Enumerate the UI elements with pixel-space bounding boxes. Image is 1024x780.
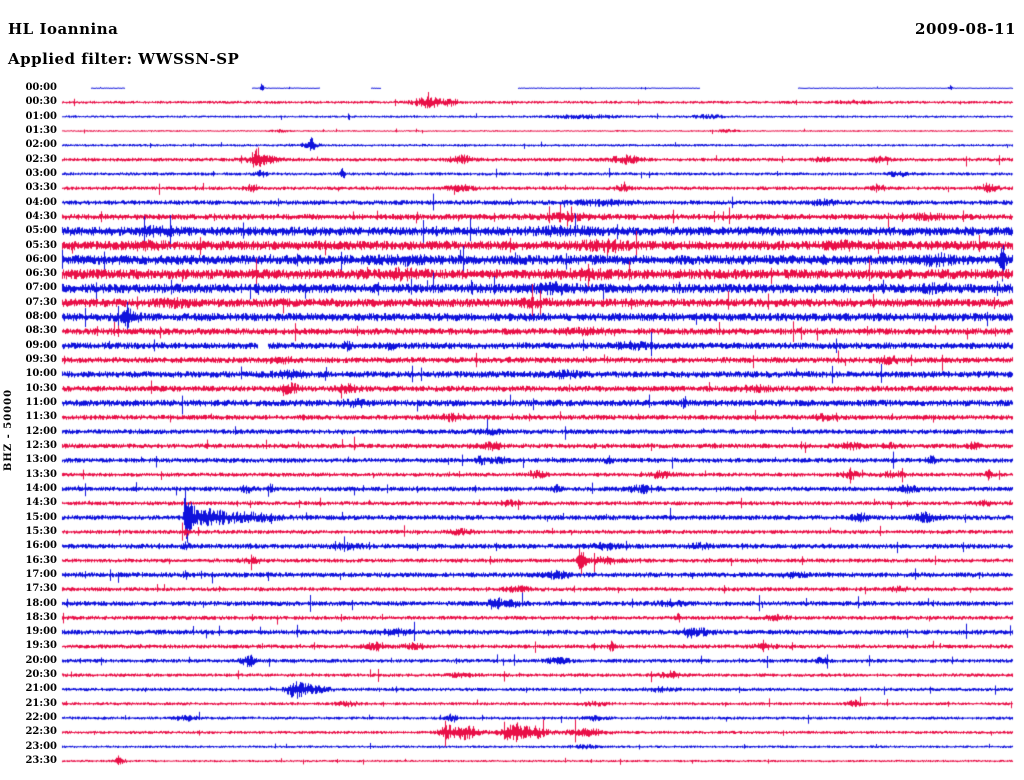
time-label: 04:00 (25, 196, 57, 208)
time-label: 11:30 (25, 411, 57, 423)
time-label: 19:00 (25, 626, 57, 638)
time-label: 00:00 (25, 82, 57, 93)
time-label: 22:30 (25, 726, 57, 738)
time-label: 05:30 (25, 239, 57, 251)
time-label: 20:30 (25, 669, 57, 681)
time-label: 23:00 (25, 740, 57, 752)
time-label: 08:30 (25, 325, 57, 337)
record-date: 2009-08-11 (915, 20, 1016, 38)
time-label: 12:30 (25, 440, 57, 451)
time-label: 09:30 (25, 354, 57, 366)
time-label: 03:00 (25, 167, 57, 179)
time-label: 21:00 (25, 683, 57, 695)
time-label: 09:00 (25, 339, 57, 351)
time-label: 06:30 (25, 268, 57, 280)
time-label: 12:00 (25, 425, 57, 437)
time-label: 17:30 (25, 583, 57, 595)
time-label: 10:00 (25, 368, 57, 380)
time-label: 14:30 (25, 497, 57, 509)
time-label: 17:00 (25, 568, 57, 580)
time-label: 15:30 (25, 525, 57, 537)
time-label: 22:00 (25, 712, 57, 724)
time-label: 02:00 (25, 139, 57, 151)
time-label: 10:30 (25, 382, 57, 394)
time-label: 19:30 (25, 640, 57, 652)
station-name: HL Ioannina (8, 20, 119, 38)
time-label: 04:30 (25, 210, 57, 222)
time-label: 05:00 (25, 225, 57, 237)
time-label: 18:00 (25, 597, 57, 609)
time-label: 01:30 (25, 124, 57, 136)
time-label: 18:30 (25, 611, 57, 623)
time-label: 15:00 (25, 511, 57, 523)
applied-filter-label: Applied filter: WWSSN-SP (8, 50, 240, 68)
time-label: 00:30 (25, 96, 57, 108)
time-label: 06:00 (25, 253, 57, 265)
time-label: 20:00 (25, 654, 57, 666)
time-label: 13:30 (25, 468, 57, 480)
time-label: 16:00 (25, 540, 57, 552)
time-label: 03:30 (25, 182, 57, 194)
time-label: 07:00 (25, 282, 57, 294)
time-label: 23:30 (25, 755, 57, 767)
time-label: 14:00 (25, 482, 57, 494)
time-label: 07:30 (25, 296, 57, 308)
time-label: 16:30 (25, 554, 57, 566)
time-label: 01:00 (25, 110, 57, 122)
time-label: 21:30 (25, 697, 57, 709)
time-label: 02:30 (25, 153, 57, 165)
time-label: 11:00 (25, 397, 57, 409)
time-label: 13:00 (25, 454, 57, 466)
time-label: 08:00 (25, 311, 57, 323)
